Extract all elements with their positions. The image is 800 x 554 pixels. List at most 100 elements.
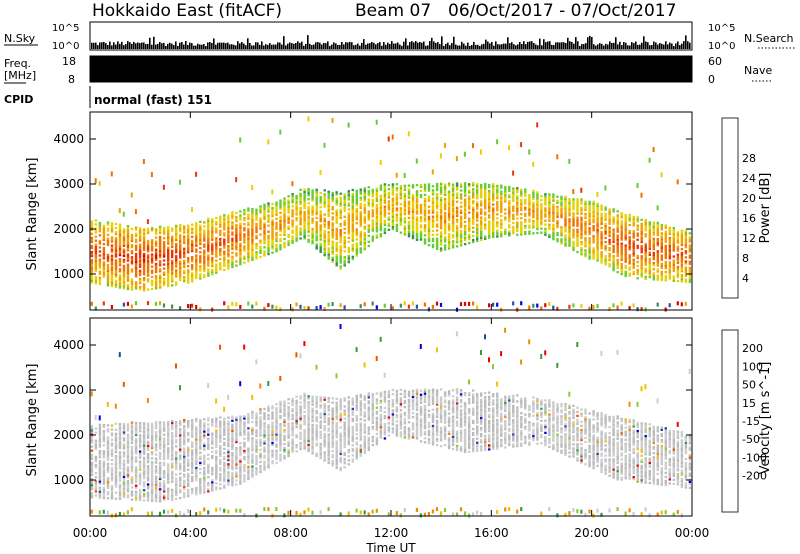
echo-cell <box>239 224 242 227</box>
echo-cell <box>612 246 615 250</box>
echo-cell <box>130 480 134 483</box>
echo-cell <box>191 443 194 446</box>
echo-cell <box>203 263 206 267</box>
echo-cell <box>94 255 98 258</box>
echo-cell <box>175 461 178 464</box>
echo-cell <box>239 260 242 264</box>
echo-cell <box>612 232 615 235</box>
echo-cell <box>664 279 667 282</box>
echo-cell <box>520 213 523 216</box>
echo-cell <box>492 193 495 196</box>
echo-cell <box>187 269 190 272</box>
echo-cell <box>138 281 142 285</box>
echo-cell <box>195 228 198 231</box>
echo-cell <box>488 189 491 193</box>
echo-cell <box>219 219 222 222</box>
nsky-bar <box>123 45 125 49</box>
nsky-bar <box>453 36 455 49</box>
echo-cell <box>303 215 306 218</box>
echo-cell <box>516 205 519 208</box>
echo-cell <box>158 278 162 281</box>
echo-cell <box>604 259 607 262</box>
echo-cell <box>367 224 370 227</box>
echo-cell <box>636 256 639 260</box>
echo-cell <box>118 483 122 486</box>
echo-cell <box>439 241 443 244</box>
echo-cell <box>572 232 575 235</box>
echo-cell <box>423 240 427 243</box>
echo-cell <box>668 271 671 274</box>
echo-cell <box>158 467 162 471</box>
echo-cell <box>544 219 547 222</box>
echo-cell <box>463 220 467 223</box>
echo-cell <box>283 215 286 218</box>
echo-cell <box>171 261 174 265</box>
echo-cell <box>640 271 643 274</box>
echo-cell <box>608 307 611 311</box>
echo-cell <box>279 240 282 243</box>
echo-cell <box>267 204 270 207</box>
echo-cell <box>339 204 342 207</box>
echo-cell <box>660 248 663 251</box>
echo-cell <box>98 441 102 445</box>
echo-cell <box>311 189 314 192</box>
echo-cell <box>271 231 274 234</box>
echo-cell <box>472 182 475 185</box>
echo-cell <box>399 217 403 220</box>
echo-cell <box>146 430 150 433</box>
echo-cell <box>94 472 98 475</box>
echo-cell <box>239 244 242 248</box>
echo-cell <box>528 230 531 233</box>
nsky-bar <box>245 45 247 49</box>
echo-cell <box>359 235 362 238</box>
echo-cell <box>435 233 439 236</box>
echo-cell <box>102 251 106 254</box>
echo-cell <box>187 452 190 455</box>
nsky-bar <box>325 43 327 49</box>
echo-cell <box>118 424 122 428</box>
echo-cell <box>512 213 515 216</box>
echo-cell <box>146 434 150 437</box>
echo-cell <box>110 434 114 437</box>
echo-cell <box>556 219 559 223</box>
echo-cell <box>219 237 222 241</box>
echo-cell <box>142 248 146 252</box>
echo-cell <box>480 226 483 229</box>
echo-cell <box>656 264 659 267</box>
echo-cell <box>688 236 692 239</box>
echo-cell <box>512 193 515 196</box>
echo-cell <box>315 231 318 234</box>
echo-cell <box>94 263 98 267</box>
echo-cell <box>183 455 186 458</box>
echo-cell <box>576 202 579 205</box>
echo-cell <box>660 258 663 261</box>
echo-cell <box>347 222 350 225</box>
echo-cell <box>279 246 282 249</box>
echo-cell <box>323 248 326 251</box>
echo-cell <box>219 239 222 243</box>
echo-cell <box>355 228 358 231</box>
echo-cell <box>684 238 688 241</box>
echo-cell <box>199 277 202 280</box>
echo-cell <box>179 234 182 237</box>
echo-cell <box>175 230 178 234</box>
echo-cell <box>126 490 130 493</box>
echo-cell <box>146 256 150 259</box>
echo-cell <box>584 204 587 207</box>
echo-cell <box>150 499 154 502</box>
echo-cell <box>171 508 174 513</box>
echo-cell <box>492 231 495 234</box>
echo-cell <box>484 193 487 196</box>
echo-cell <box>195 466 198 469</box>
echo-cell <box>576 198 579 201</box>
echo-cell <box>179 242 182 245</box>
echo-cell <box>407 304 410 309</box>
echo-cell <box>171 241 174 244</box>
echo-cell <box>130 466 134 469</box>
echo-cell <box>90 220 94 223</box>
echo-cell <box>588 239 591 242</box>
echo-cell <box>564 238 567 241</box>
echo-cell <box>138 468 142 471</box>
echo-cell <box>624 244 627 247</box>
echo-cell <box>134 238 138 241</box>
